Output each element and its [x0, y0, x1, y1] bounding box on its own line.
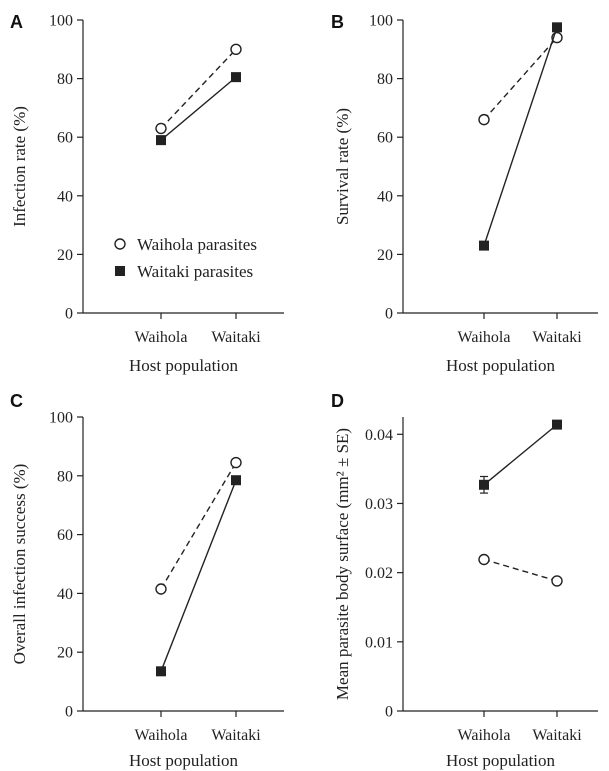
y-tick-label: 100: [369, 13, 393, 30]
x-axis-label: Host population: [129, 356, 239, 375]
y-axis-label: Overall infection success (%): [10, 464, 29, 665]
panel-label: D: [331, 391, 344, 411]
series-line-waihola: [160, 48, 237, 129]
x-tick-label: Waihola: [458, 727, 511, 744]
x-axis-label: Host population: [446, 356, 556, 375]
series-line-waihola: [483, 558, 558, 582]
data-point-waihola: [230, 43, 242, 55]
x-tick-label: Waihola: [458, 329, 511, 346]
series-line-waihola: [160, 462, 237, 590]
x-tick-label: Waitaki: [532, 329, 582, 346]
x-axis-label: Host population: [446, 751, 556, 770]
y-tick-label: 40: [57, 586, 73, 603]
data-point-waitaki: [231, 72, 241, 83]
series-line-waitaki: [160, 76, 237, 141]
x-tick-label: Waitaki: [211, 727, 261, 744]
data-point-waihola: [155, 583, 167, 595]
y-tick-label: 0: [65, 704, 73, 721]
data-point-waitaki: [231, 475, 241, 486]
y-tick-label: 80: [57, 71, 73, 88]
y-tick-label: 0: [385, 704, 393, 721]
panel-b: B 0 20 40 60 80 100 Waihola Waitaki Host populati…: [331, 12, 598, 375]
y-axis-label: Infection rate (%): [10, 106, 29, 227]
y-tick-label: 0.03: [365, 496, 393, 513]
y-axis-label: Survival rate (%): [333, 108, 352, 225]
data-point-waihola: [478, 113, 490, 126]
data-point-waitaki: [156, 666, 166, 677]
y-tick-label: 60: [57, 527, 73, 544]
data-point-waitaki: [479, 240, 489, 251]
y-tick-label: 40: [377, 188, 393, 205]
y-tick-label: 0.01: [365, 634, 393, 651]
data-point-waitaki: [479, 479, 489, 490]
panel-a: A 0 20 40 60 80 100 Waihola Waitaki Host populati…: [10, 12, 284, 375]
legend: Waihola parasites Waitaki parasites: [114, 235, 257, 281]
y-tick-label: 0: [385, 306, 393, 323]
x-tick-label: Waihola: [135, 727, 188, 744]
data-point-waitaki: [156, 135, 166, 146]
x-axis-label: Host population: [129, 751, 239, 770]
y-tick-label: 20: [57, 247, 73, 264]
y-tick-label: 100: [49, 13, 73, 30]
y-tick-label: 80: [57, 468, 73, 485]
series-line-waitaki: [483, 27, 558, 246]
y-tick-label: 100: [49, 410, 73, 427]
y-tick-label: 20: [377, 247, 393, 264]
y-tick-label: 40: [57, 188, 73, 205]
data-point-waihola: [155, 122, 167, 135]
y-tick-label: 0.02: [365, 565, 393, 582]
legend-marker-waitaki: [115, 266, 125, 276]
panel-label: A: [10, 12, 23, 32]
x-tick-label: Waitaki: [211, 329, 261, 346]
panel-d: D 0 0.01 0.02 0.03 0.04 Waihola Waitaki Host pop…: [331, 391, 598, 770]
legend-label: Waihola parasites: [137, 235, 257, 254]
y-tick-label: 60: [57, 130, 73, 147]
series-line-waihola: [483, 37, 558, 121]
data-point-waihola: [478, 553, 490, 566]
data-point-waitaki: [552, 419, 562, 430]
x-tick-label: Waitaki: [532, 727, 582, 744]
y-tick-label: 20: [57, 645, 73, 662]
legend-marker-waihola: [114, 238, 126, 250]
y-axis-label: Mean parasite body surface (mm² ± SE): [333, 428, 352, 700]
y-tick-label: 60: [377, 130, 393, 147]
y-tick-label: 80: [377, 71, 393, 88]
legend-label: Waitaki parasites: [137, 262, 253, 281]
y-tick-label: 0: [65, 306, 73, 323]
x-tick-label: Waihola: [135, 329, 188, 346]
data-point-waitaki: [552, 22, 562, 33]
panel-label: B: [331, 12, 344, 32]
series-line-waitaki: [160, 479, 237, 672]
data-point-waihola: [551, 575, 563, 587]
panel-c: C 0 20 40 60 80 100 Waihola Waitaki Host populati…: [10, 391, 284, 770]
panel-label: C: [10, 391, 23, 411]
y-tick-label: 0.04: [365, 427, 393, 444]
data-point-waihola: [230, 456, 242, 469]
series-line-waitaki: [483, 424, 558, 486]
